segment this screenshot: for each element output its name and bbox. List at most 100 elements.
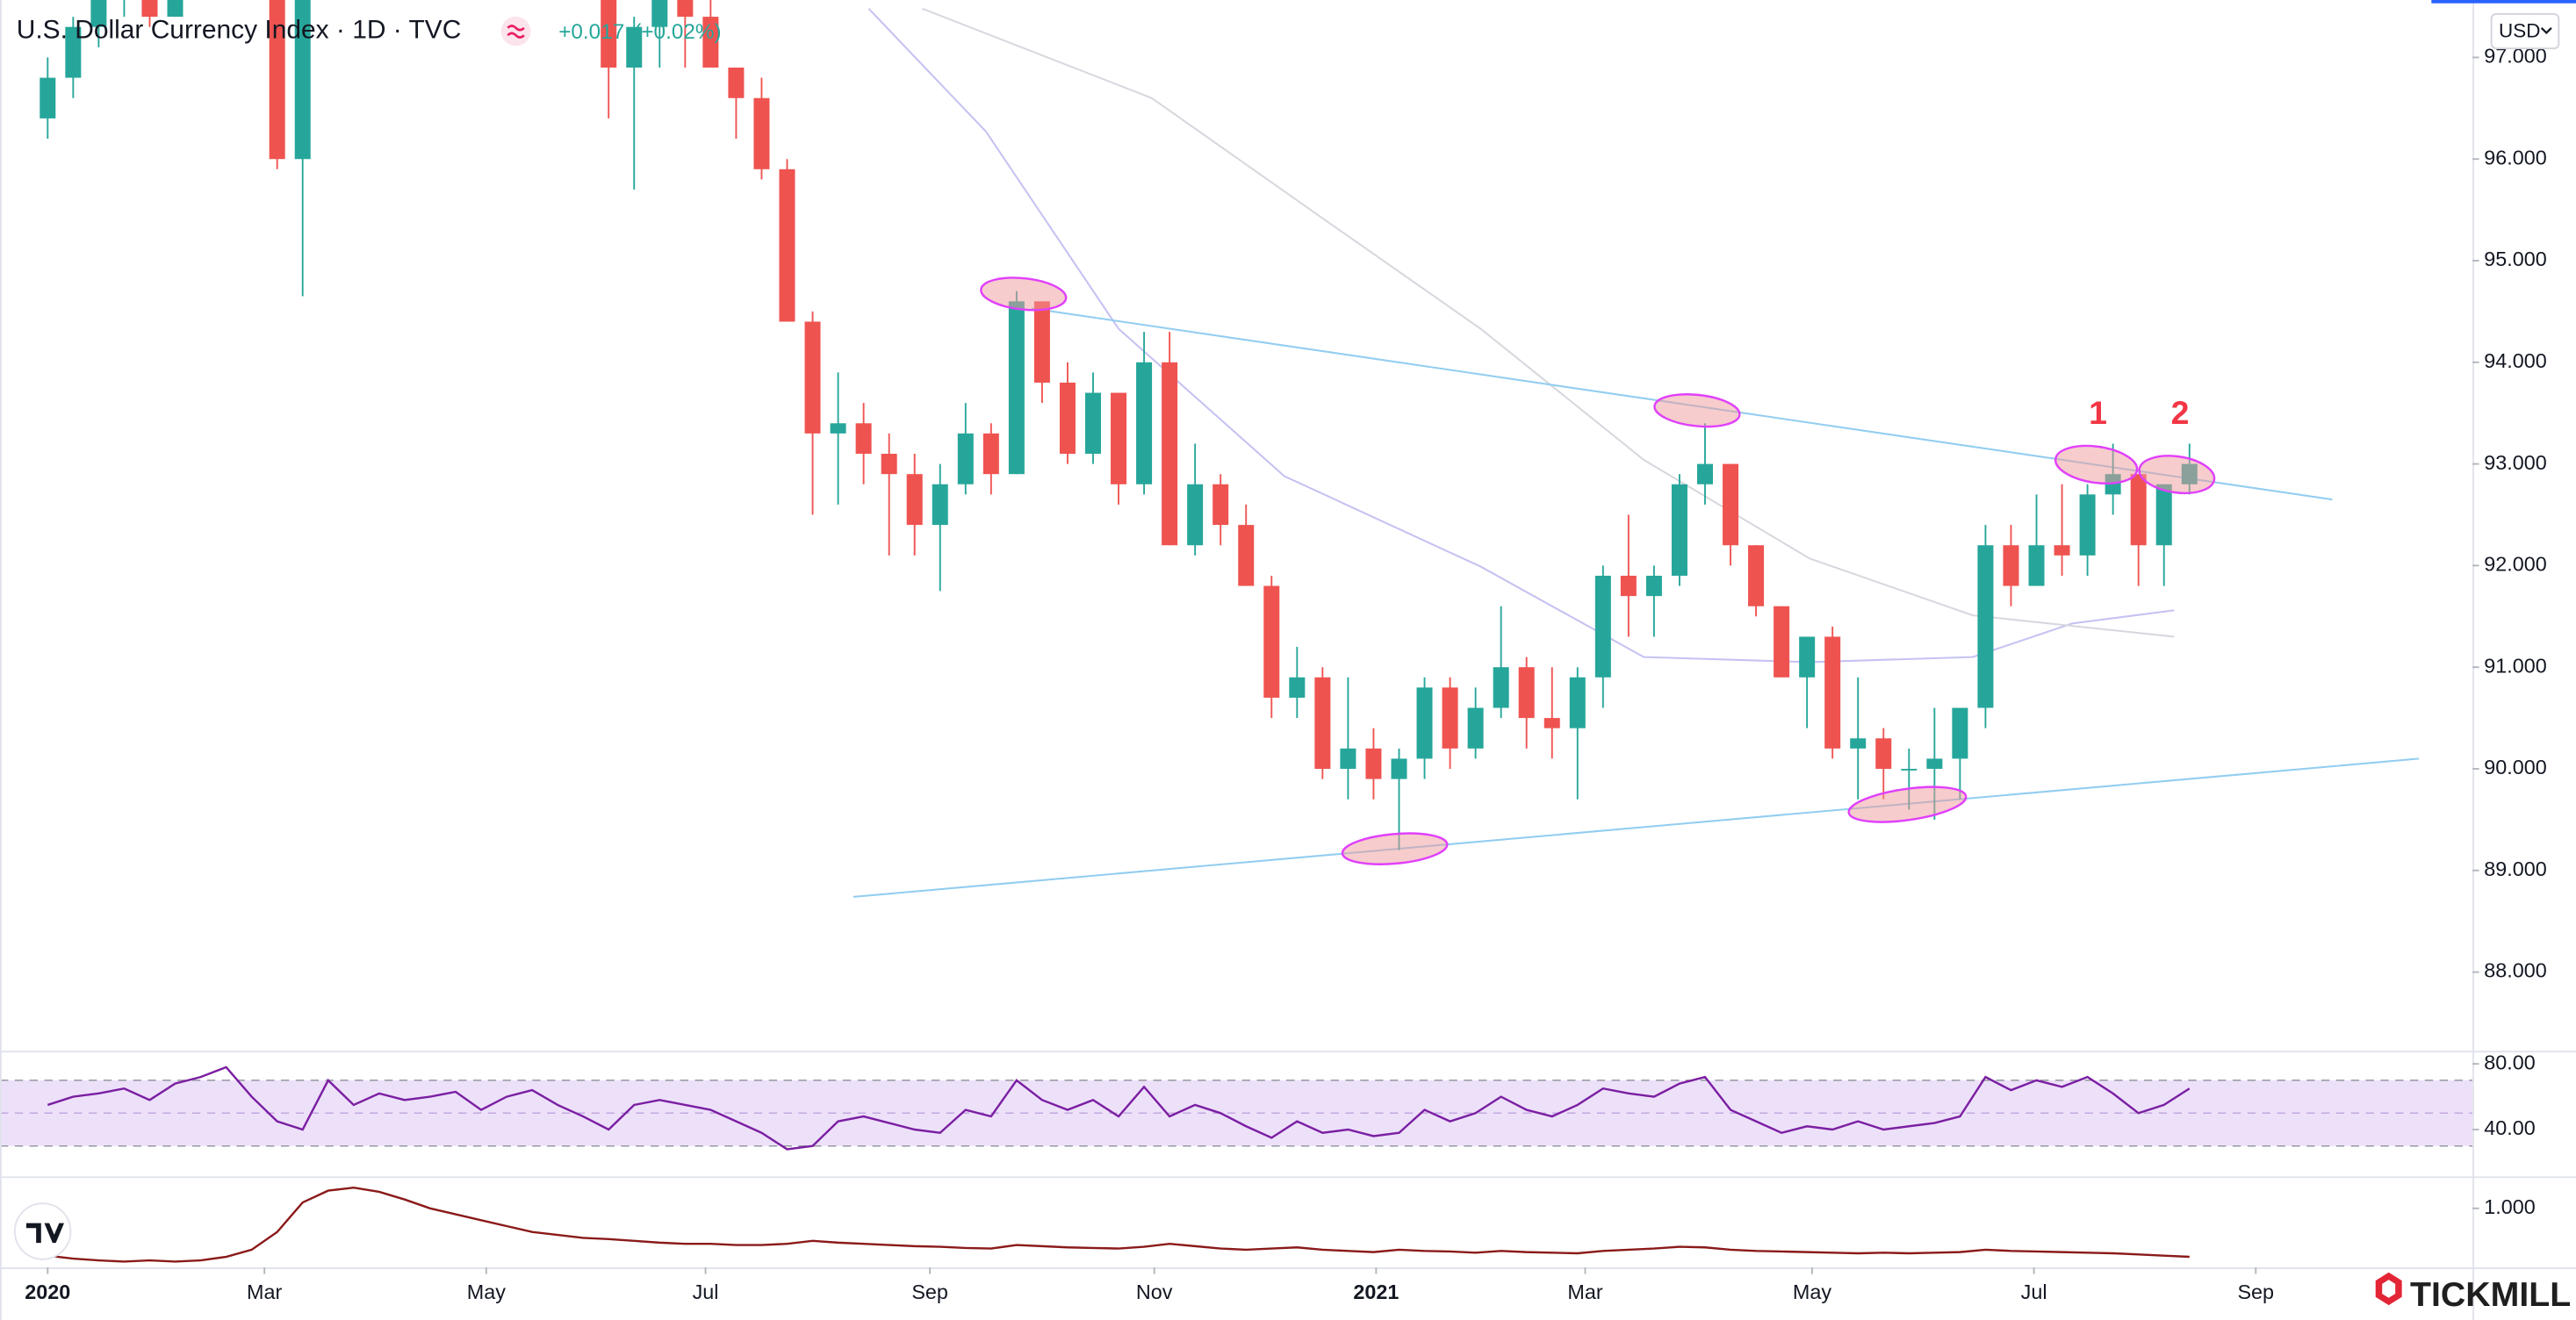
- annotations: 1 2: [980, 276, 2216, 865]
- highlight-ellipse: [2054, 444, 2139, 485]
- y-tick-label: 40.00: [2484, 1116, 2536, 1139]
- annotation-label: 1: [2089, 394, 2107, 431]
- indicator-line: [47, 1065, 2191, 1151]
- indicator-icon-glyph: [507, 25, 525, 39]
- candle-body: [1263, 585, 1280, 698]
- y-tick-label: 1.000: [2484, 1195, 2536, 1218]
- candle-body: [1671, 484, 1687, 576]
- y-tick-label: 90.000: [2484, 756, 2547, 778]
- candle-body: [702, 17, 719, 68]
- candle-body: [1824, 636, 1841, 749]
- candle-body: [1008, 301, 1025, 475]
- x-tick-label: Mar: [247, 1281, 282, 1303]
- y-tick-label: 91.000: [2484, 654, 2547, 677]
- x-tick-label: May: [467, 1281, 506, 1303]
- candle-body: [1850, 738, 1867, 749]
- candle-body: [1952, 707, 1968, 759]
- candle-body: [1977, 545, 1994, 708]
- candle-body: [1162, 362, 1178, 546]
- candle-body: [2028, 545, 2045, 586]
- candle-body: [1493, 667, 1509, 708]
- y-tick-label: 93.000: [2484, 451, 2547, 474]
- candle-body: [1518, 667, 1535, 719]
- overlay-line: [922, 7, 2175, 638]
- chart-title: U.S. Dollar Currency Index · 1D · TVC: [17, 15, 462, 44]
- top-accent: [2431, 0, 2576, 4]
- x-tick-label: Sep: [2237, 1281, 2274, 1303]
- candle-body: [1136, 362, 1153, 484]
- x-tick-label: Jul: [2021, 1281, 2047, 1303]
- candle-body: [1289, 677, 1306, 698]
- candle-body: [728, 68, 745, 98]
- candle-body: [804, 321, 821, 434]
- overlay-line: [853, 757, 2420, 898]
- candle-body: [906, 474, 923, 526]
- candle-body: [1569, 677, 1586, 728]
- candle-body: [1084, 392, 1101, 455]
- candle-body: [1111, 392, 1127, 484]
- candle-body: [779, 169, 795, 322]
- candle-body: [294, 0, 311, 160]
- candle-body: [1875, 738, 1892, 769]
- y-tick-label: 89.000: [2484, 857, 2547, 880]
- candle-body: [1594, 575, 1611, 678]
- y-tick-label: 96.000: [2484, 146, 2547, 169]
- highlight-ellipse: [1653, 393, 1741, 428]
- candle-body: [2155, 484, 2172, 546]
- highlight-ellipse: [980, 276, 1068, 312]
- candle-body: [932, 484, 948, 526]
- overlay-line: [867, 8, 2175, 664]
- y-tick-label: 88.000: [2484, 959, 2547, 982]
- candle-body: [830, 423, 846, 434]
- candle-body: [40, 77, 56, 118]
- x-tick-label: 2020: [25, 1281, 70, 1303]
- x-tick-label: Sep: [911, 1281, 948, 1303]
- candle-body: [881, 454, 897, 475]
- candle-body: [1340, 748, 1356, 769]
- candle-body: [677, 0, 694, 18]
- y-tick-label: 95.000: [2484, 248, 2547, 270]
- currency-button[interactable]: [2490, 12, 2560, 50]
- candle-body: [855, 423, 872, 455]
- currency-label: USD: [2499, 19, 2540, 41]
- candle-body: [626, 26, 643, 68]
- tv-logo: [13, 1202, 72, 1260]
- candle-body: [1467, 707, 1484, 749]
- candle-body: [601, 0, 617, 68]
- candle-body: [65, 26, 82, 78]
- y-tick-label: 94.000: [2484, 349, 2547, 372]
- candle-body: [1033, 301, 1050, 383]
- candle-body: [1391, 758, 1407, 779]
- tv-logo-glyph: [25, 1223, 64, 1244]
- indicator-line: [47, 1186, 2190, 1263]
- candle-body: [269, 0, 285, 160]
- candle-body: [982, 433, 999, 475]
- candle-body: [2054, 545, 2070, 556]
- candle-body: [1799, 636, 1816, 678]
- y-tick-label: 92.000: [2484, 553, 2547, 576]
- indicator-pane: [47, 1186, 2190, 1263]
- x-tick-label: 2021: [1353, 1281, 1399, 1303]
- candle-body: [651, 0, 668, 27]
- candle-body: [1212, 484, 1229, 526]
- rsi-pane: [0, 1065, 2473, 1151]
- candle-body: [1365, 748, 1382, 779]
- highlight-ellipse: [1847, 786, 1968, 823]
- candle-body: [1187, 484, 1204, 546]
- candle-body: [2079, 494, 2096, 556]
- candle-body: [1723, 463, 1739, 546]
- indicator-icon[interactable]: [500, 16, 531, 47]
- price-pane: [40, 0, 2420, 898]
- change-percent: (+0.02%): [634, 20, 721, 44]
- y-tick-label: 80.00: [2484, 1051, 2536, 1073]
- highlight-ellipse: [2138, 455, 2216, 495]
- x-tick-label: Nov: [1136, 1281, 1173, 1303]
- candle-body: [90, 0, 107, 27]
- candle-body: [1416, 687, 1433, 759]
- candle-body: [1238, 525, 1255, 586]
- candle-body: [167, 0, 183, 18]
- candle-body: [753, 97, 770, 169]
- candle-body: [1442, 687, 1458, 749]
